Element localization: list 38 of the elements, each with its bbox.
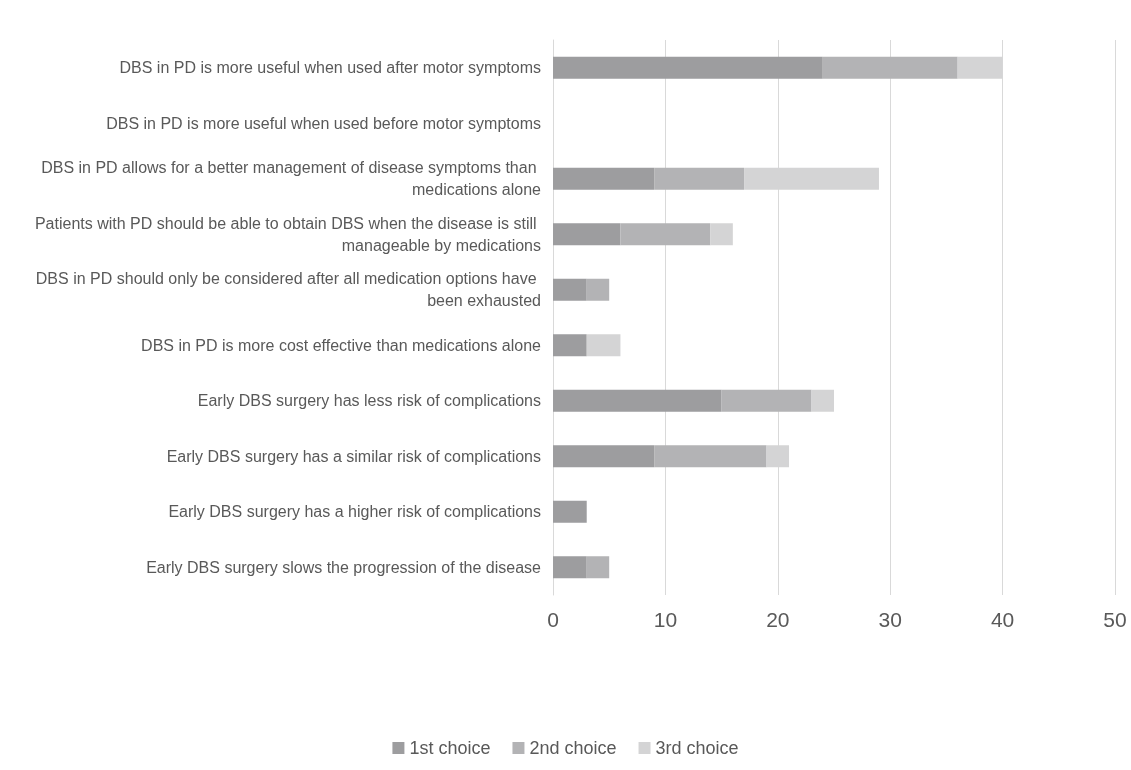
y-tick-label: Early DBS surgery has less risk of complications bbox=[197, 392, 541, 410]
bar bbox=[586, 334, 621, 357]
x-tick-label: 10 bbox=[653, 608, 678, 631]
y-tick-label: DBS in PD is more useful when used before motor symptoms bbox=[106, 114, 541, 132]
bar bbox=[654, 445, 767, 468]
x-tick-label: 0 bbox=[547, 608, 559, 631]
x-tick-label: 40 bbox=[990, 608, 1015, 631]
bar bbox=[553, 223, 621, 246]
bar bbox=[553, 445, 655, 468]
bar bbox=[553, 500, 587, 523]
legend-label: 1st choice bbox=[409, 738, 491, 758]
bar bbox=[553, 278, 587, 301]
bar bbox=[553, 167, 655, 190]
y-tick-label: Early DBS surgery has a higher risk of complications bbox=[168, 503, 541, 521]
bar bbox=[822, 56, 958, 79]
bar bbox=[553, 334, 587, 357]
y-tick-label: Early DBS surgery has a similar risk of complications bbox=[166, 447, 541, 465]
y-tick-label: DBS in PD should only be considered after all medication options have been exhausted bbox=[35, 270, 541, 310]
bar bbox=[553, 56, 823, 79]
bar bbox=[553, 389, 722, 412]
legend-label: 2nd choice bbox=[529, 738, 617, 758]
y-tick-label: DBS in PD is more cost effective than medications alone bbox=[141, 336, 542, 354]
bar bbox=[586, 556, 610, 579]
x-tick-label: 30 bbox=[878, 608, 902, 631]
x-tick-label: 50 bbox=[1103, 608, 1127, 631]
x-tick-label: 20 bbox=[766, 608, 790, 631]
bar bbox=[654, 167, 745, 190]
bar bbox=[553, 556, 587, 579]
bar bbox=[710, 223, 733, 246]
bar bbox=[721, 389, 812, 412]
legend-label: 3rd choice bbox=[655, 738, 739, 758]
bar bbox=[811, 389, 834, 412]
y-tick-label: Early DBS surgery slows the progression of the disease bbox=[146, 558, 542, 576]
y-tick-label: DBS in PD is more useful when used after motor symptoms bbox=[119, 59, 541, 77]
bar bbox=[620, 223, 711, 246]
y-tick-label: Patients with PD should be able to obtain DBS when the disease is still manageable by medications bbox=[34, 214, 541, 254]
bar bbox=[586, 278, 610, 301]
y-tick-label: DBS in PD allows for a better management of disease symptoms than medications alone bbox=[41, 159, 542, 199]
